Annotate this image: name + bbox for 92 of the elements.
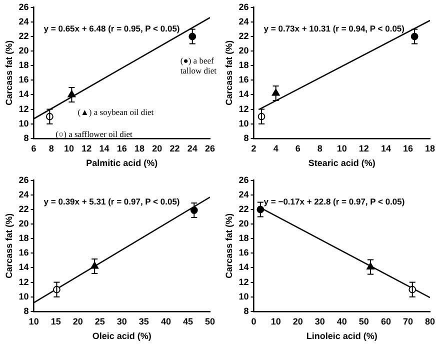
x-tick-label: 50 xyxy=(358,316,369,326)
x-tick-label: 10 xyxy=(64,143,74,154)
x-tick-label: 15 xyxy=(50,316,61,326)
x-tick-label: 8 xyxy=(48,143,54,154)
annotation: (○) a safflower oil diet xyxy=(56,128,134,139)
y-tick-label: 22 xyxy=(238,204,249,214)
y-tick-label: 20 xyxy=(18,46,29,56)
x-tick-label: 40 xyxy=(336,316,347,326)
x-axis-title: Linoleic acid (%) xyxy=(306,331,378,342)
y-tick-label: 26 xyxy=(238,174,249,185)
x-tick-label: 80 xyxy=(424,316,436,326)
y-tick-label: 20 xyxy=(18,218,29,229)
x-tick-label: 20 xyxy=(152,143,162,154)
x-tick-label: 6 xyxy=(31,143,36,154)
y-tick-label: 18 xyxy=(18,60,29,70)
y-axis-title: Carcass fat (%) xyxy=(224,213,234,278)
x-tick-label: 4 xyxy=(273,143,278,154)
y-tick-label: 20 xyxy=(238,218,249,229)
y-tick-label: 10 xyxy=(18,118,29,128)
y-tick-label: 10 xyxy=(238,291,249,302)
x-tick-label: 40 xyxy=(160,316,171,326)
y-axis-title: Carcass fat (%) xyxy=(4,40,14,106)
y-axis-title: Carcass fat (%) xyxy=(224,40,234,106)
x-tick-label: 6 xyxy=(295,143,300,154)
x-axis-title: Palmitic acid (%) xyxy=(86,158,158,168)
y-tick-label: 18 xyxy=(18,233,29,244)
y-tick-label: 22 xyxy=(238,30,249,41)
y-tick-label: 14 xyxy=(238,262,249,272)
y-tick-label: 10 xyxy=(238,118,249,128)
x-tick-label: 30 xyxy=(314,316,325,326)
x-axis-title: Oleic acid (%) xyxy=(92,331,152,342)
y-tick-label: 12 xyxy=(18,104,29,114)
y-tick-label: 8 xyxy=(244,306,249,316)
x-tick-label: 16 xyxy=(402,143,413,154)
y-tick-label: 24 xyxy=(238,189,249,200)
annotation: y = 0.65x + 6.48 (r = 0.95, P < 0.05) xyxy=(44,24,180,34)
y-tick-label: 8 xyxy=(244,132,249,143)
x-tick-label: 10 xyxy=(336,143,347,154)
y-tick-label: 8 xyxy=(24,306,29,316)
y-tick-label: 18 xyxy=(238,60,249,70)
x-tick-label: 12 xyxy=(358,143,369,154)
x-tick-label: 24 xyxy=(187,143,198,154)
x-axis-title: Stearic acid (%) xyxy=(308,158,376,168)
y-tick-label: 26 xyxy=(238,2,249,12)
x-tick-label: 14 xyxy=(99,143,110,154)
y-tick-label: 24 xyxy=(18,189,29,200)
x-tick-label: 0 xyxy=(251,316,256,326)
x-tick-label: 16 xyxy=(116,143,127,154)
y-tick-label: 8 xyxy=(24,132,29,143)
x-tick-label: 30 xyxy=(116,316,127,326)
y-tick-label: 24 xyxy=(238,16,249,26)
y-tick-label: 14 xyxy=(18,262,29,272)
y-tick-label: 14 xyxy=(18,89,29,100)
y-tick-label: 14 xyxy=(238,89,249,100)
x-tick-label: 18 xyxy=(424,143,436,154)
y-tick-label: 16 xyxy=(18,248,29,258)
y-tick-label: 24 xyxy=(18,16,29,26)
x-tick-label: 10 xyxy=(270,316,281,326)
x-tick-label: 12 xyxy=(82,143,92,154)
x-tick-label: 35 xyxy=(138,316,149,326)
y-tick-label: 10 xyxy=(18,291,29,302)
x-tick-label: 20 xyxy=(292,316,303,326)
x-tick-label: 70 xyxy=(402,316,413,326)
x-tick-label: 22 xyxy=(170,143,180,154)
y-tick-label: 16 xyxy=(238,248,249,258)
x-tick-label: 8 xyxy=(317,143,322,154)
y-tick-label: 22 xyxy=(18,204,29,214)
x-tick-label: 18 xyxy=(134,143,145,154)
annotation: (●) a beef tallow diet xyxy=(180,56,218,76)
annotation: y = 0.39x + 5.31 (r = 0.97, P < 0.05) xyxy=(44,196,180,207)
x-tick-label: 60 xyxy=(380,316,391,326)
annotation: (▲) a soybean oil diet xyxy=(78,106,154,117)
y-tick-label: 22 xyxy=(18,30,29,41)
x-tick-label: 20 xyxy=(72,316,83,326)
y-tick-label: 12 xyxy=(18,276,29,287)
x-tick-label: 50 xyxy=(204,316,216,326)
x-tick-label: 2 xyxy=(251,143,256,154)
x-tick-label: 14 xyxy=(380,143,391,154)
y-tick-label: 16 xyxy=(238,74,249,85)
y-axis-title: Carcass fat (%) xyxy=(4,213,14,278)
x-tick-label: 45 xyxy=(182,316,193,326)
annotation: y = −0.17x + 22.8 (r = 0.97, P < 0.05) xyxy=(264,196,405,207)
y-tick-label: 12 xyxy=(238,104,249,114)
y-tick-label: 20 xyxy=(238,46,249,56)
y-tick-label: 16 xyxy=(18,74,29,85)
x-tick-label: 26 xyxy=(204,143,216,154)
y-tick-label: 12 xyxy=(238,276,249,287)
y-tick-label: 26 xyxy=(18,2,29,12)
x-tick-label: 25 xyxy=(94,316,105,326)
y-tick-label: 26 xyxy=(18,174,29,185)
annotation: y = 0.73x + 10.31 (r = 0.94, P < 0.05) xyxy=(264,24,405,34)
y-tick-label: 18 xyxy=(238,233,249,244)
